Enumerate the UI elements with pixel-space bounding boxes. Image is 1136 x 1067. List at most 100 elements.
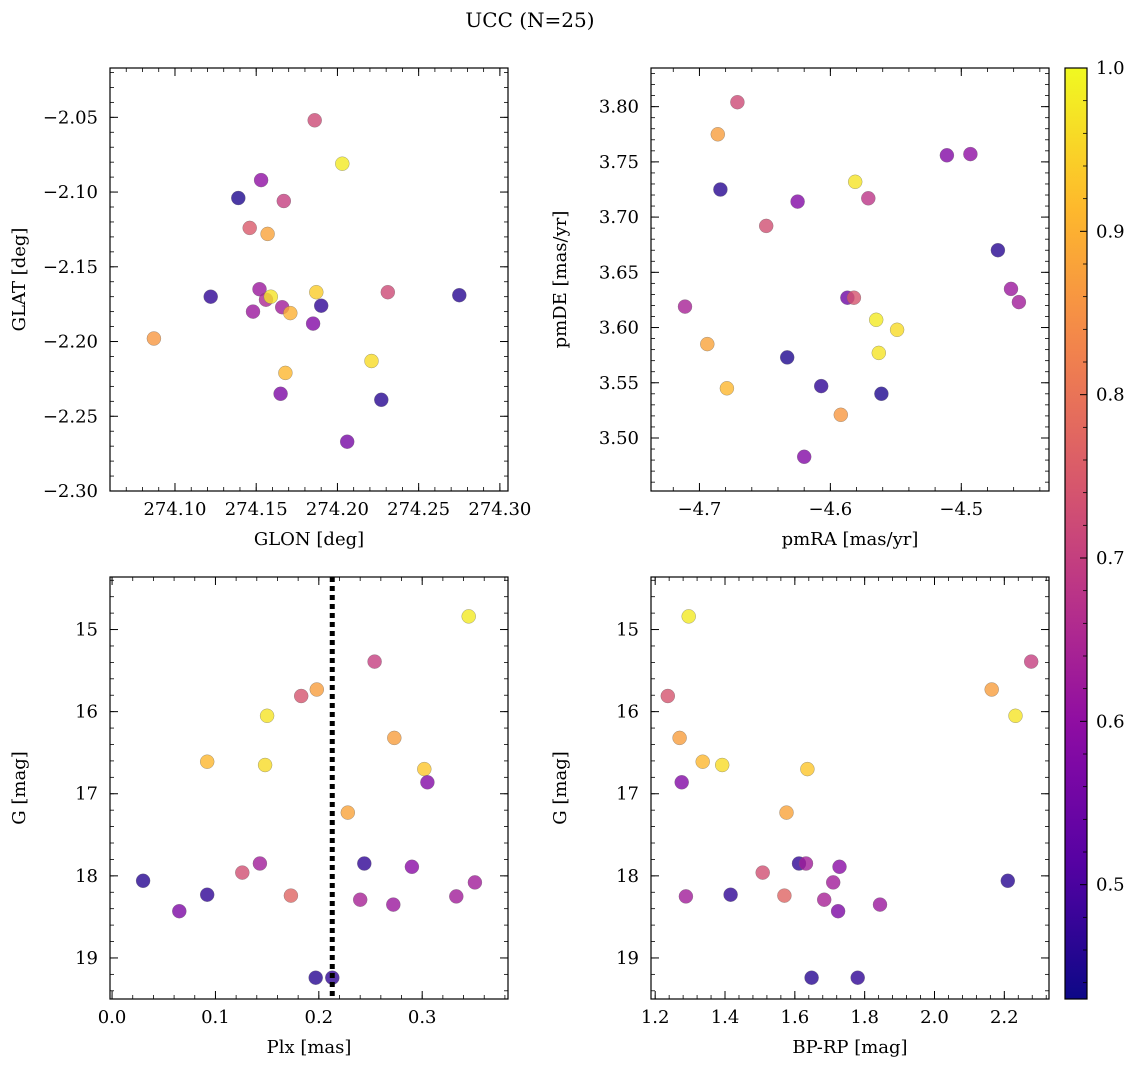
data-point: [872, 897, 888, 912]
plot-area: [110, 577, 508, 999]
data-point: [259, 708, 275, 724]
data-point: [172, 903, 187, 919]
y-tick-label: 17: [75, 784, 98, 805]
data-point: [714, 757, 730, 773]
data-point: [245, 304, 261, 319]
points: [135, 609, 483, 985]
colorbar-tick-label: 0.9: [1096, 221, 1125, 242]
data-point: [868, 312, 884, 328]
data-point: [984, 682, 999, 697]
x-tick-label: 274.20: [306, 499, 369, 520]
data-point: [257, 757, 273, 773]
data-point: [719, 381, 735, 396]
data-point: [1011, 294, 1027, 310]
data-point: [700, 336, 715, 352]
axes-frame: [650, 67, 1050, 492]
x-tick-label: 1.2: [641, 1007, 670, 1028]
data-point: [309, 682, 325, 697]
data-point: [1008, 708, 1023, 724]
x-tick-label: 0.1: [201, 1007, 230, 1028]
data-point: [283, 888, 299, 903]
y-tick-label: 17: [616, 784, 639, 805]
data-point: [335, 156, 350, 171]
data-point: [146, 331, 162, 346]
x-axis-label: pmRA [mas/yr]: [782, 529, 919, 550]
data-point: [404, 859, 420, 875]
points: [146, 113, 467, 449]
y-tick-label: −2.25: [43, 406, 98, 427]
data-point: [779, 350, 795, 365]
colorbar-gradient: [1065, 68, 1087, 999]
y-tick-label: 16: [75, 702, 98, 723]
axes-frame: [650, 576, 1050, 1000]
data-point: [1023, 654, 1039, 669]
data-point: [260, 226, 275, 242]
y-tick-label: −2.20: [43, 332, 98, 353]
x-tick-label: 0.3: [408, 1007, 437, 1028]
data-point: [467, 875, 483, 890]
data-point: [790, 194, 805, 209]
colorbar-tick-label: 0.5: [1096, 875, 1125, 896]
data-point: [832, 859, 847, 875]
data-point: [252, 281, 267, 297]
x-tick-label: 2.0: [920, 1007, 949, 1028]
data-point: [816, 892, 832, 907]
data-point: [135, 873, 151, 889]
data-point: [755, 865, 770, 880]
data-point: [420, 775, 435, 790]
data-point: [309, 284, 324, 300]
x-tick-label: 1.8: [850, 1007, 879, 1028]
data-point: [830, 903, 846, 919]
data-point: [779, 805, 794, 820]
axes-frame: [109, 576, 509, 1000]
data-point: [199, 754, 215, 769]
plot-area: [110, 68, 508, 491]
data-point: [417, 761, 432, 777]
data-point: [850, 970, 865, 985]
panel-glon-glat: 274.10 274.15 274.20 274.25 274.30 −2.30 −2.25…: [9, 67, 531, 550]
panel-plx-g: 0.0 0.1 0.2 0.3 15 16 17 18 19 Plx [mas] G [mag]: [9, 576, 509, 1058]
data-point: [723, 887, 738, 902]
y-tick-label: 15: [75, 620, 98, 641]
data-point: [730, 94, 745, 110]
axes-frame: [109, 67, 509, 492]
data-point: [695, 754, 710, 769]
x-tick-label: 274.25: [387, 499, 450, 520]
x-tick-label: 274.30: [468, 499, 531, 520]
panels: 274.10 274.15 274.20 274.25 274.30 −2.30 −2.25…: [9, 67, 1050, 1058]
x-tick-label: 2.2: [990, 1007, 1019, 1028]
y-tick-label: −2.30: [43, 481, 98, 502]
data-point: [660, 688, 676, 704]
y-tick-label: 3.50: [599, 428, 639, 449]
y-tick-label: 3.60: [599, 318, 639, 339]
data-point: [846, 290, 862, 305]
y-tick-label: 16: [616, 702, 639, 723]
data-point: [777, 888, 792, 903]
y-tick-label: 18: [616, 866, 639, 887]
points: [660, 609, 1039, 985]
y-axis-label: G [mag]: [9, 751, 30, 824]
data-point: [263, 289, 279, 304]
panel-pmra-pmde: −4.7 −4.6 −4.5 3.50 3.55 3.60 3.65 3.70 3.75 3.80…: [550, 67, 1050, 550]
data-point: [313, 298, 329, 313]
data-point: [889, 322, 905, 338]
data-point: [386, 897, 401, 912]
data-point: [798, 856, 814, 871]
data-point: [871, 345, 887, 361]
data-point: [352, 892, 368, 907]
x-tick-label: 1.6: [781, 1007, 810, 1028]
x-tick-label: −4.7: [678, 499, 722, 520]
data-point: [874, 386, 889, 402]
y-tick-label: 3.75: [599, 152, 639, 173]
data-point: [380, 284, 396, 300]
data-point: [308, 970, 323, 985]
x-tick-label: −4.6: [809, 499, 853, 520]
data-point: [713, 182, 728, 197]
y-tick-label: 18: [75, 866, 98, 887]
data-point: [800, 761, 815, 777]
data-point: [796, 449, 812, 465]
plot-area: [651, 68, 1049, 491]
y-tick-label: 3.55: [599, 373, 639, 394]
data-point: [276, 193, 292, 209]
